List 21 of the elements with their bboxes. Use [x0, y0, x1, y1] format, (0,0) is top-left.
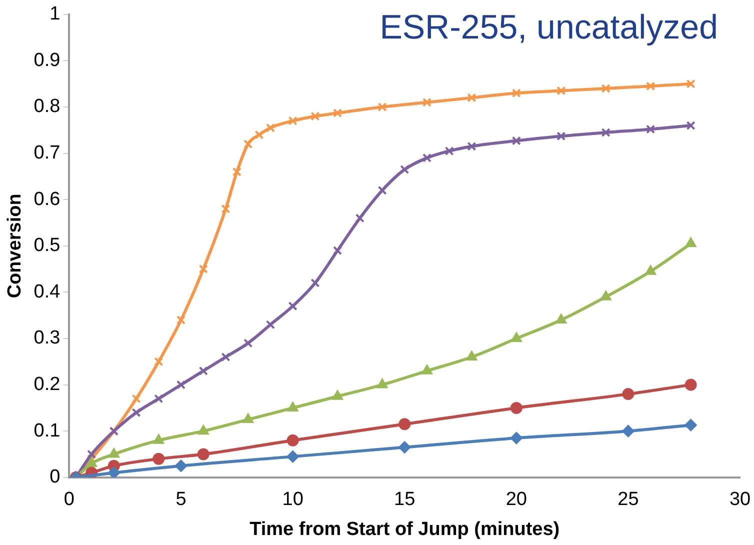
y-axis-title: Conversion	[4, 194, 26, 298]
y-tick-label: 0.7	[34, 142, 60, 164]
y-tick-label: 0.3	[34, 328, 60, 349]
x-tick-label: 5	[176, 489, 186, 510]
y-tick-label: 0	[50, 466, 60, 488]
y-tick-label: 0.1	[34, 420, 60, 442]
y-tick-label: 1	[50, 4, 60, 25]
chart-title: ESR-255, uncatalyzed	[380, 8, 718, 46]
y-tick-label: 0.9	[34, 50, 60, 71]
y-tick-label: 0.6	[34, 188, 60, 210]
y-tick-label: 0.2	[34, 374, 60, 396]
y-tick-label: 0.4	[34, 281, 61, 302]
x-axis-title: Time from Start of Jump (minutes)	[250, 518, 560, 540]
y-tick-label: 0.5	[34, 235, 60, 256]
y-tick-label: 0.8	[34, 96, 60, 118]
x-tick-label: 10	[282, 489, 304, 510]
x-tick-label: 30	[729, 489, 751, 510]
x-tick-label: 20	[506, 489, 527, 510]
x-tick-label: 25	[618, 489, 639, 510]
x-tick-label: 0	[64, 489, 74, 510]
x-tick-label: 15	[394, 489, 416, 510]
